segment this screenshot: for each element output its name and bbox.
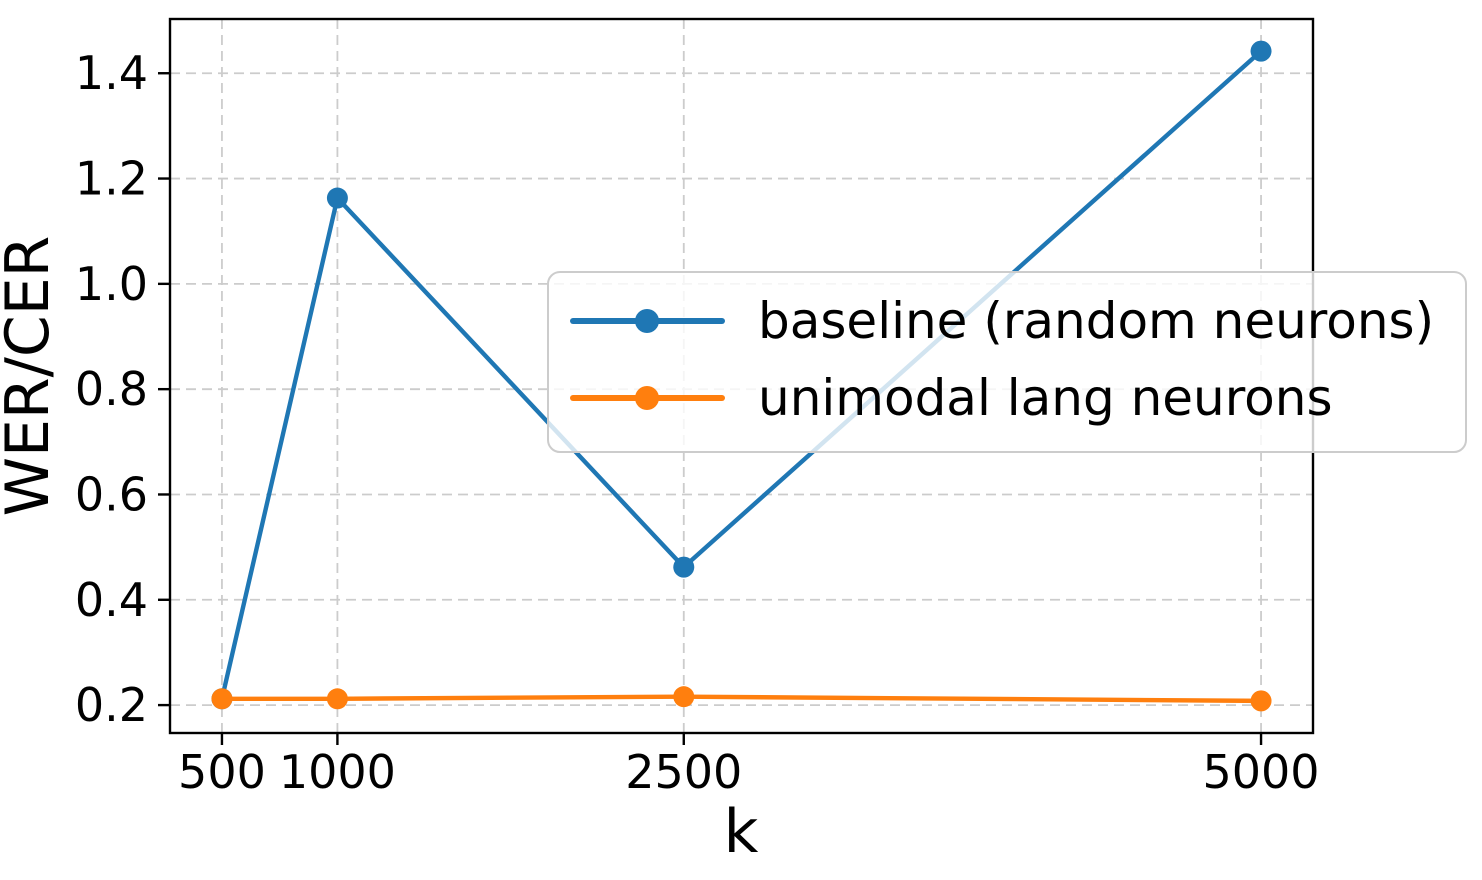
y-tick-label: 1.2 bbox=[75, 152, 148, 206]
data-point-marker bbox=[673, 556, 695, 578]
data-point-marker bbox=[211, 688, 233, 710]
y-tick-label: 0.6 bbox=[75, 467, 148, 521]
y-tick-label: 0.8 bbox=[75, 362, 148, 416]
series-line-1 bbox=[219, 694, 1264, 704]
x-axis-ticks: 500 1000 2500 5000 bbox=[178, 733, 1320, 799]
y-tick-label: 1.0 bbox=[75, 257, 148, 311]
x-tick-label: 2500 bbox=[625, 745, 742, 799]
legend-entry-baseline: baseline (random neurons) bbox=[570, 292, 1434, 350]
legend-label-unimodal: unimodal lang neurons bbox=[758, 369, 1333, 427]
data-point-marker bbox=[326, 187, 348, 209]
legend-marker-unimodal-icon bbox=[635, 386, 659, 410]
y-axis-ticks: 0.2 0.4 0.6 0.8 1.0 1.2 1.4 bbox=[75, 46, 170, 732]
data-point-marker bbox=[673, 686, 695, 708]
legend-entry-unimodal: unimodal lang neurons bbox=[570, 369, 1333, 427]
x-axis-label: k bbox=[724, 797, 759, 867]
y-tick-label: 1.4 bbox=[75, 46, 148, 100]
legend-label-baseline: baseline (random neurons) bbox=[758, 292, 1434, 350]
x-tick-label: 1000 bbox=[279, 745, 396, 799]
legend-marker-baseline-icon bbox=[635, 309, 659, 333]
y-axis-label: WER/CER bbox=[0, 236, 63, 517]
y-tick-label: 0.2 bbox=[75, 678, 148, 732]
legend-frame bbox=[547, 271, 1467, 453]
x-tick-label: 500 bbox=[178, 745, 266, 799]
legend: baseline (random neurons) unimodal lang … bbox=[547, 271, 1467, 453]
data-point-marker bbox=[1250, 690, 1272, 712]
data-point-marker bbox=[1250, 40, 1272, 62]
data-point-marker bbox=[326, 688, 348, 710]
x-tick-label: 5000 bbox=[1203, 745, 1320, 799]
y-tick-label: 0.4 bbox=[75, 573, 148, 627]
